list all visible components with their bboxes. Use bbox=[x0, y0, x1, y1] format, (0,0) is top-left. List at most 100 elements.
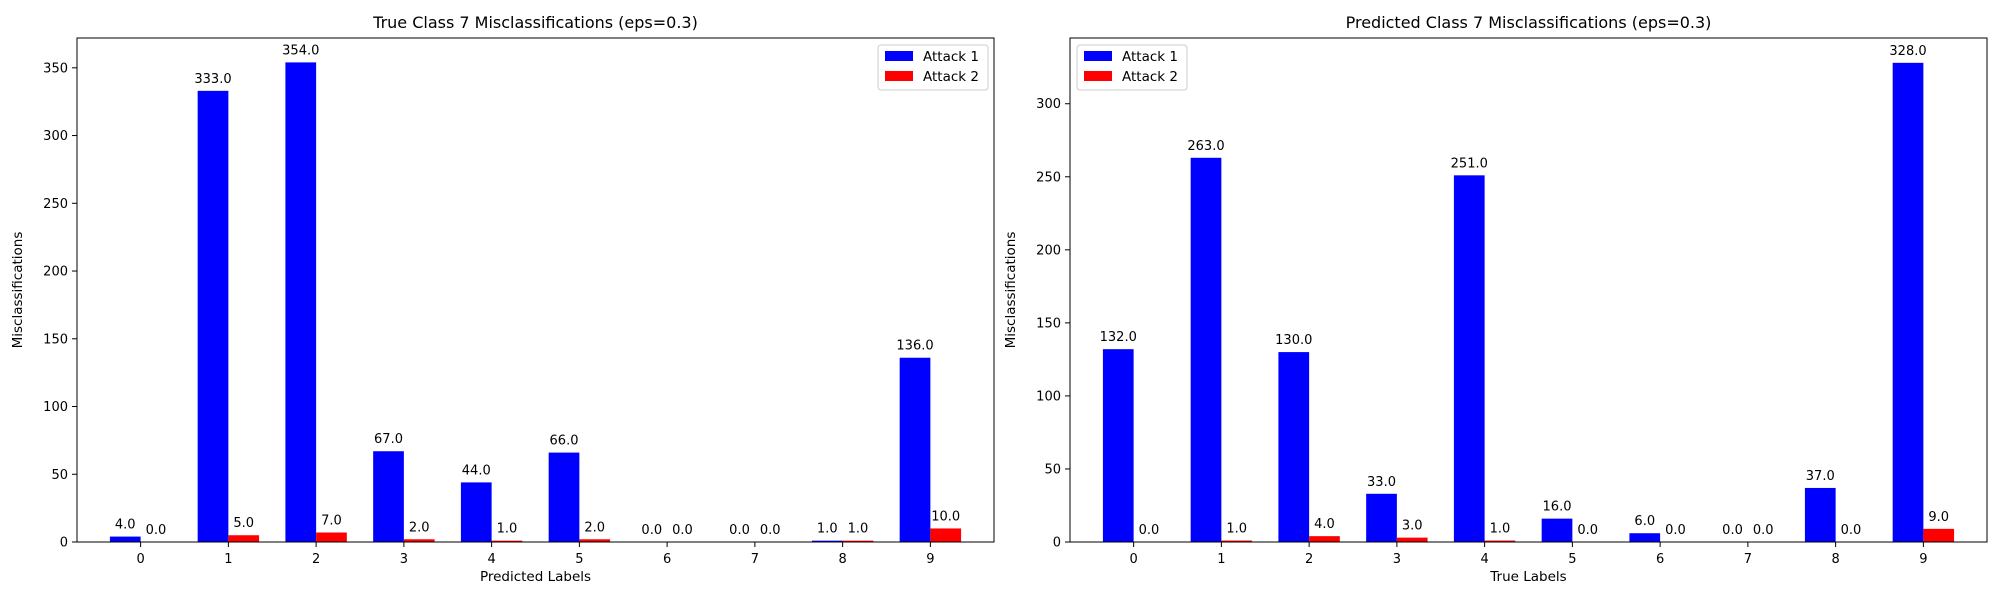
chart-2-x-tick-label: 8 bbox=[1831, 552, 1839, 567]
chart-1-bar-s2-9 bbox=[930, 528, 962, 542]
chart-2-bar-s2-9 bbox=[1923, 528, 1955, 542]
chart-2-data-label: 0.0 bbox=[1665, 523, 1686, 538]
chart-1-data-label: 136.0 bbox=[896, 339, 933, 354]
chart-1-data-label: 0.0 bbox=[672, 523, 693, 538]
chart-1-y-tick-label: 150 bbox=[43, 332, 68, 347]
chart-1-x-axis-label: Predicted Labels bbox=[480, 569, 591, 585]
chart-1-title: True Class 7 Misclassifications (eps=0.3… bbox=[372, 13, 698, 32]
chart-2-bar-s1-9 bbox=[1892, 62, 1924, 542]
chart-1-legend-swatch bbox=[885, 71, 913, 81]
chart-2-data-label: 6.0 bbox=[1634, 514, 1655, 529]
chart-2-data-label: 4.0 bbox=[1314, 517, 1335, 532]
chart-1-data-label: 0.0 bbox=[760, 523, 781, 538]
chart-2-x-tick-label: 3 bbox=[1393, 552, 1401, 567]
chart-2-data-label: 328.0 bbox=[1889, 44, 1926, 59]
chart-2-legend-swatch bbox=[1084, 51, 1112, 61]
chart-1-x-tick-label: 5 bbox=[575, 552, 583, 567]
chart-2-x-tick-label: 1 bbox=[1217, 552, 1225, 567]
chart-2-data-label: 130.0 bbox=[1275, 333, 1312, 348]
chart-2-legend-swatch bbox=[1084, 71, 1112, 81]
chart-2-legend-label: Attack 2 bbox=[1122, 69, 1178, 85]
chart-2-y-tick-label: 300 bbox=[1036, 97, 1061, 112]
chart-1-x-tick-label: 9 bbox=[926, 552, 934, 567]
chart-1-data-label: 66.0 bbox=[550, 434, 579, 449]
chart-1-bar-s2-2 bbox=[316, 532, 347, 542]
chart-2-y-tick-label: 0 bbox=[1053, 536, 1061, 551]
chart-2-y-tick-label: 250 bbox=[1036, 170, 1061, 185]
chart-1-y-tick-label: 350 bbox=[43, 61, 68, 76]
chart-2-x-tick-label: 5 bbox=[1568, 552, 1576, 567]
chart-2-y-tick-label: 100 bbox=[1036, 389, 1061, 404]
chart-1-bar-s1-9 bbox=[899, 357, 931, 542]
chart-1-y-axis-label: Misclassifications bbox=[10, 232, 26, 349]
chart-2-x-tick-label: 6 bbox=[1656, 552, 1664, 567]
chart-1-x-tick-label: 3 bbox=[400, 552, 408, 567]
chart-2-bar-s1-2 bbox=[1278, 352, 1310, 542]
chart-2-y-axis-label: Misclassifications bbox=[1003, 232, 1019, 349]
chart-2-data-label: 132.0 bbox=[1100, 330, 1137, 345]
chart-2-bar-s1-0 bbox=[1102, 349, 1134, 542]
chart-1-data-label: 1.0 bbox=[817, 522, 838, 537]
chart-2: 132.0263.0130.033.0251.016.06.00.037.032… bbox=[1003, 13, 1988, 585]
chart-1-data-label: 5.0 bbox=[233, 516, 254, 531]
chart-1-x-tick-label: 8 bbox=[838, 552, 846, 567]
chart-1-data-label: 1.0 bbox=[848, 522, 869, 537]
chart-1-bar-s1-1 bbox=[197, 90, 229, 542]
chart-2-legend: Attack 1 Attack 2 bbox=[1076, 44, 1188, 91]
chart-2-data-label: 37.0 bbox=[1806, 469, 1835, 484]
chart-1-x-tick-label: 6 bbox=[663, 552, 671, 567]
chart-2-legend-label: Attack 1 bbox=[1122, 49, 1178, 65]
chart-1-legend-swatch bbox=[885, 51, 913, 61]
chart-1-y-tick-label: 200 bbox=[43, 265, 68, 280]
chart-1-data-label: 44.0 bbox=[462, 463, 491, 478]
chart-1-bar-s1-8 bbox=[811, 540, 843, 542]
chart-1-data-label: 7.0 bbox=[321, 514, 342, 529]
chart-1-bar-s2-8 bbox=[842, 540, 874, 542]
chart-2-data-label: 16.0 bbox=[1543, 500, 1572, 515]
chart-1-bar-s1-2 bbox=[285, 62, 317, 542]
chart-1-bar-s2-4 bbox=[491, 540, 523, 542]
chart-2-x-tick-label: 4 bbox=[1480, 552, 1488, 567]
chart-2-bar-s1-3 bbox=[1366, 493, 1397, 542]
chart-1-data-label: 4.0 bbox=[115, 518, 136, 533]
chart-2-data-label: 0.0 bbox=[1577, 523, 1598, 538]
chart-2-x-axis-label: True Labels bbox=[1489, 569, 1566, 585]
chart-2-axes-frame bbox=[1069, 37, 1988, 543]
chart-2-bar-s2-1 bbox=[1221, 540, 1253, 542]
chart-1-data-label: 1.0 bbox=[497, 522, 518, 537]
chart-2-data-label: 3.0 bbox=[1402, 519, 1423, 534]
chart-2-data-label: 0.0 bbox=[1841, 523, 1862, 538]
chart-1-y-tick-label: 50 bbox=[51, 468, 68, 483]
chart-1-axes-frame bbox=[76, 37, 995, 543]
chart-2-bar-s2-2 bbox=[1309, 536, 1340, 542]
chart-1-x-tick-label: 7 bbox=[751, 552, 759, 567]
chart-1-y-tick-label: 250 bbox=[43, 197, 68, 212]
chart-1-bar-s2-1 bbox=[228, 535, 260, 542]
chart-1-x-tick-label: 2 bbox=[312, 552, 320, 567]
chart-1-data-label: 67.0 bbox=[374, 432, 403, 447]
chart-2-data-label: 0.0 bbox=[1139, 523, 1160, 538]
chart-1-bar-s1-0 bbox=[109, 536, 141, 542]
chart-2-bar-s1-8 bbox=[1804, 487, 1836, 542]
chart-1-data-label: 2.0 bbox=[409, 520, 430, 535]
chart-2-data-label: 0.0 bbox=[1753, 523, 1774, 538]
chart-2-x-tick-label: 9 bbox=[1919, 552, 1927, 567]
chart-1-data-label: 354.0 bbox=[282, 43, 319, 58]
chart-2-bar-s1-5 bbox=[1541, 518, 1573, 542]
chart-1-data-label: 2.0 bbox=[584, 520, 605, 535]
chart-1-bar-s1-3 bbox=[373, 451, 404, 542]
chart-1-data-label: 0.0 bbox=[641, 523, 662, 538]
chart-2-data-label: 9.0 bbox=[1928, 510, 1949, 525]
chart-1-bar-s1-4 bbox=[460, 482, 492, 542]
chart-2-y-tick-label: 50 bbox=[1044, 462, 1061, 477]
chart-1-legend: Attack 1 Attack 2 bbox=[877, 44, 989, 91]
chart-1-bar-s2-3 bbox=[403, 539, 435, 542]
chart-1-bar-s2-5 bbox=[579, 539, 611, 542]
chart-2-data-label: 263.0 bbox=[1187, 139, 1224, 154]
chart-1-x-tick-label: 4 bbox=[487, 552, 495, 567]
chart-1-data-label: 0.0 bbox=[146, 523, 167, 538]
chart-2-data-label: 1.0 bbox=[1490, 522, 1511, 537]
chart-1-x-tick-label: 1 bbox=[224, 552, 232, 567]
